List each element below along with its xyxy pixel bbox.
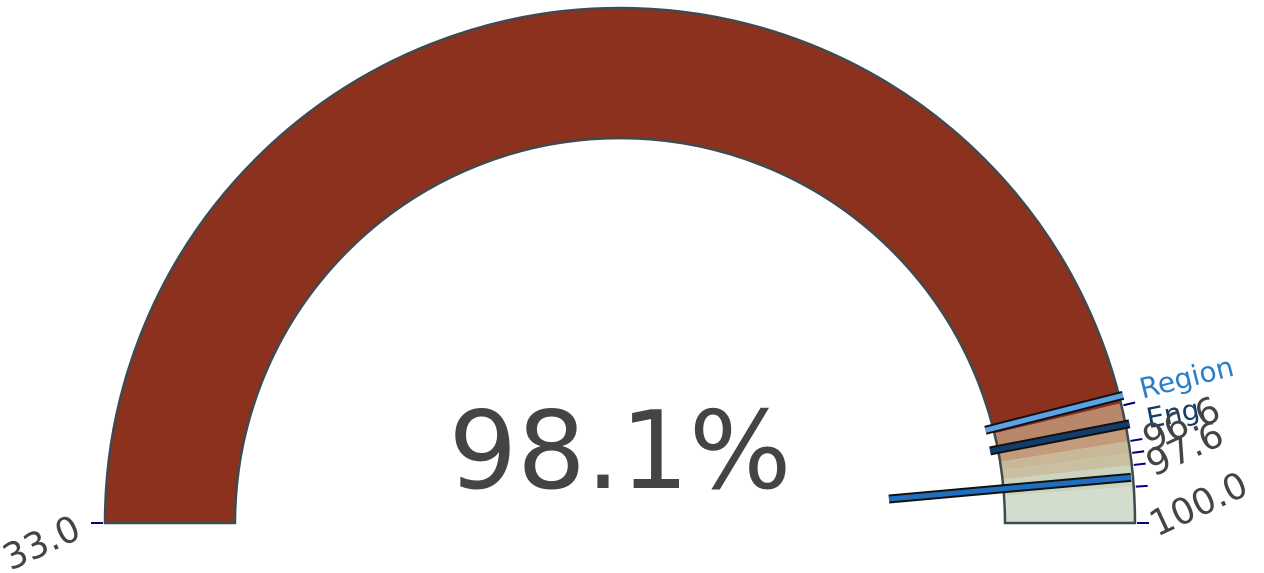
tick-mark: [1130, 438, 1143, 442]
gauge-outline: [103, 6, 1137, 525]
tick-mark: [1133, 462, 1146, 466]
tick-mark: [1132, 450, 1145, 454]
gauge-value-label: 98.1%: [448, 389, 791, 514]
tick-mark: [1123, 401, 1136, 407]
tick-mark: [1135, 484, 1148, 488]
gauge-band-4: [1000, 441, 1131, 471]
gauge-band-1: [105, 8, 1121, 523]
gauge-band-2: [994, 403, 1125, 446]
gauge-needle-group: [888, 472, 1132, 504]
gauge-band-7: [1004, 486, 1135, 523]
gauge-band-5: [1001, 453, 1132, 480]
tick-label: 33.0: [0, 508, 87, 573]
marker-line-eng: [989, 421, 1130, 454]
marker-line-region: [984, 392, 1124, 433]
needle: [888, 474, 1132, 502]
